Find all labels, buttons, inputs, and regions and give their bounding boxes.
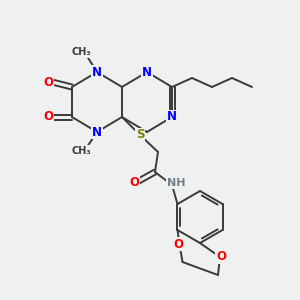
- Text: N: N: [142, 65, 152, 79]
- Text: NH: NH: [167, 178, 185, 188]
- Text: O: O: [43, 110, 53, 124]
- Text: O: O: [43, 76, 53, 88]
- Text: N: N: [92, 125, 102, 139]
- Text: O: O: [173, 238, 184, 250]
- Text: N: N: [167, 110, 177, 124]
- Text: S: S: [136, 128, 144, 142]
- Text: CH₃: CH₃: [71, 146, 91, 156]
- Text: CH₃: CH₃: [71, 47, 91, 57]
- Text: N: N: [92, 65, 102, 79]
- Text: O: O: [216, 250, 226, 263]
- Text: O: O: [129, 176, 139, 188]
